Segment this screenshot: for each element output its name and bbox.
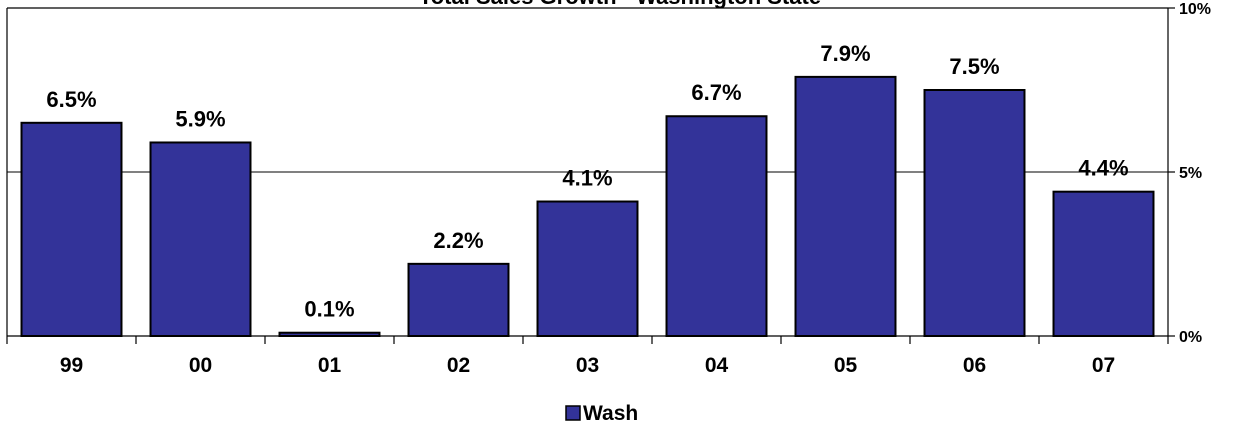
bar-02 [407, 262, 510, 337]
data-labels: 6.5% 5.9% 0.1% 2.2% 4.1% 6.7% 7.9% 7.5% 4.4% [46, 41, 1128, 322]
bar-00 [149, 141, 252, 337]
data-label-00: 5.9% [175, 106, 225, 131]
bar-03 [536, 200, 639, 337]
bar-07 [1052, 190, 1155, 337]
data-label-06: 7.5% [949, 54, 999, 79]
data-label-07: 4.4% [1078, 156, 1128, 181]
legend-label-wash: Wash [583, 402, 638, 425]
x-tick-label-00: 00 [189, 354, 212, 377]
data-label-02: 2.2% [433, 228, 483, 253]
data-label-99: 6.5% [46, 87, 96, 112]
bar-99 [20, 121, 123, 337]
x-tick-label-01: 01 [318, 354, 342, 377]
bars [20, 75, 1155, 338]
bar-06 [923, 89, 1026, 337]
bar-04 [665, 115, 768, 337]
x-tick-label-04: 04 [705, 354, 729, 377]
y-tick-label: 5% [1179, 165, 1202, 182]
y-tick-label: 0% [1179, 329, 1202, 346]
data-label-01: 0.1% [304, 297, 354, 322]
legend-swatch [565, 405, 581, 421]
data-label-05: 7.9% [820, 41, 870, 66]
data-label-03: 4.1% [562, 166, 612, 191]
x-tick-label-03: 03 [576, 354, 599, 377]
x-tick-label-05: 05 [834, 354, 858, 377]
axes: 0% 5% 10% 99 00 01 02 03 04 05 06 07 [6, 1, 1211, 377]
data-label-04: 6.7% [691, 80, 741, 105]
x-tick-label-07: 07 [1092, 354, 1115, 377]
chart-title: Total Sales Growth - Washington State [419, 0, 821, 9]
x-tick-label-99: 99 [60, 354, 83, 377]
bar-05 [794, 75, 897, 337]
x-tick-label-06: 06 [963, 354, 986, 377]
x-tick-label-02: 02 [447, 354, 470, 377]
legend: Wash [565, 402, 638, 425]
y-tick-label: 10% [1179, 1, 1211, 18]
